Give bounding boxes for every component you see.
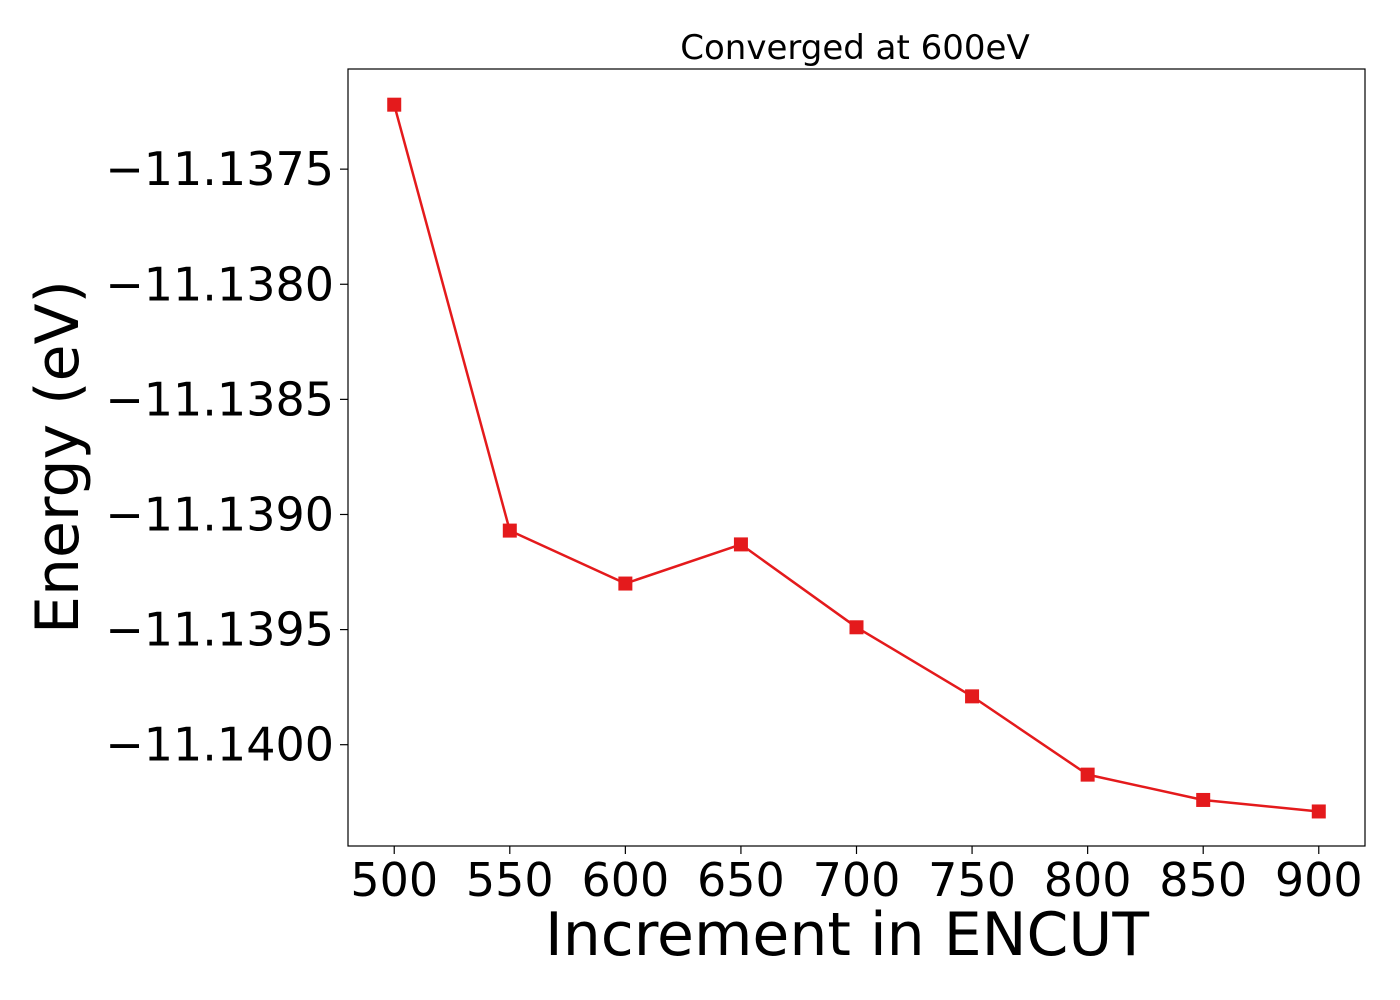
chart-title: Converged at 600eV — [680, 28, 1029, 68]
x-tick-label: 850 — [1159, 853, 1247, 907]
x-tick-label: 800 — [1044, 853, 1132, 907]
x-tick-label: 700 — [813, 853, 901, 907]
y-tick-label: −11.1395 — [105, 603, 334, 657]
data-point-marker — [1196, 792, 1211, 807]
y-axis-title: Energy (eV) — [23, 280, 93, 634]
y-tick-label: −11.1380 — [105, 257, 334, 311]
data-point-marker — [1080, 767, 1095, 782]
y-tick-label: −11.1375 — [105, 142, 334, 196]
x-tick-label: 600 — [581, 853, 669, 907]
x-tick-label: 500 — [350, 853, 438, 907]
data-point-marker — [387, 97, 402, 112]
data-point-marker — [502, 523, 517, 538]
plot-area-frame — [347, 68, 1366, 847]
x-axis-title: Increment in ENCUT — [545, 900, 1149, 970]
data-point-marker — [618, 576, 633, 591]
data-point-marker — [965, 689, 980, 704]
y-tick-label: −11.1390 — [105, 487, 334, 541]
y-tick-label: −11.1385 — [105, 372, 334, 426]
x-tick-label: 550 — [466, 853, 554, 907]
x-tick-label: 900 — [1275, 853, 1363, 907]
x-axis-ticks: 500 550 600 650 700 750 800 850 900 — [350, 846, 1363, 907]
data-point-marker — [1311, 804, 1326, 819]
y-tick-label: −11.1400 — [105, 718, 334, 772]
data-point-marker — [849, 620, 864, 635]
series-line — [392, 104, 1319, 813]
series-layer — [387, 97, 1326, 819]
x-tick-label: 750 — [928, 853, 1016, 907]
y-axis-ticks: −11.1375 −11.1380 −11.1385 −11.1390 −11.1395… — [105, 142, 348, 772]
data-point-marker — [733, 537, 748, 552]
x-tick-label: 650 — [697, 853, 785, 907]
